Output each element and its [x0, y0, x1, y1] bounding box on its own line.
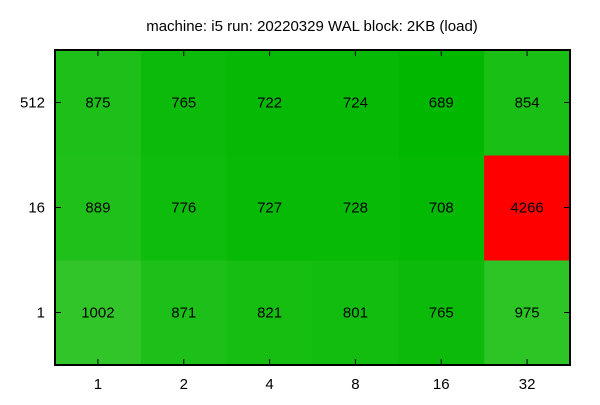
x-tick-label: 2 — [180, 376, 188, 393]
heatmap-cell-512-2 — [140, 50, 228, 156]
heatmap-cell-512-8 — [312, 50, 399, 156]
heatmap-cell-1-1 — [55, 260, 142, 366]
x-axis-ticks: 1 2 4 8 16 32 — [94, 50, 536, 393]
cell-value-label: 708 — [429, 200, 454, 217]
heatmap-cells — [55, 50, 571, 366]
heatmap-cell-16-2 — [140, 155, 228, 261]
heatmap-cell-16-16 — [398, 155, 485, 261]
cell-value-label: 975 — [515, 305, 540, 322]
cell-value-label: 889 — [85, 200, 110, 217]
cell-value-label: 871 — [171, 305, 196, 322]
cell-value-label: 728 — [343, 200, 368, 217]
cell-value-label: 765 — [171, 95, 196, 112]
heatmap-cell-16-32 — [484, 155, 571, 261]
heatmap-cell-512-16 — [398, 50, 485, 156]
y-axis-ticks: 1 16 512 — [20, 95, 570, 322]
cell-value-label: 4266 — [510, 200, 543, 217]
cell-value-label: 821 — [257, 305, 282, 322]
cell-value-label: 722 — [257, 95, 282, 112]
y-tick-label: 1 — [37, 305, 45, 322]
x-tick-label: 16 — [433, 376, 450, 393]
x-tick-label: 32 — [519, 376, 536, 393]
heatmap-cell-1-2 — [140, 260, 228, 366]
chart-title: machine: i5 run: 20220329 WAL block: 2KB… — [146, 18, 478, 35]
cell-value-labels: 1002 871 821 801 765 975 889 776 727 728 708 4266 87… — [81, 95, 544, 322]
cell-value-label: 727 — [257, 200, 282, 217]
heatmap-cell-1-32 — [484, 260, 571, 366]
cell-value-label: 776 — [171, 200, 196, 217]
heatmap-cell-512-1 — [55, 50, 142, 156]
x-tick-label: 8 — [351, 376, 359, 393]
heatmap-cell-1-8 — [312, 260, 399, 366]
cell-value-label: 801 — [343, 305, 368, 322]
x-tick-label: 4 — [265, 376, 273, 393]
heatmap-cell-16-8 — [312, 155, 399, 261]
cell-value-label: 689 — [429, 95, 454, 112]
cell-value-label: 854 — [515, 95, 540, 112]
heatmap-cell-1-16 — [398, 260, 485, 366]
x-tick-label: 1 — [94, 376, 102, 393]
y-tick-label: 512 — [20, 95, 45, 112]
cell-value-label: 765 — [429, 305, 454, 322]
cell-value-label: 875 — [85, 95, 110, 112]
y-tick-label: 16 — [28, 200, 45, 217]
heatmap-cell-16-1 — [55, 155, 142, 261]
cell-value-label: 1002 — [81, 305, 114, 322]
cell-value-label: 724 — [343, 95, 368, 112]
heatmap-cell-1-4 — [226, 260, 313, 366]
heatmap-cell-512-32 — [484, 50, 571, 156]
heatmap-cell-16-4 — [226, 155, 313, 261]
heatmap-cell-512-4 — [226, 50, 313, 156]
